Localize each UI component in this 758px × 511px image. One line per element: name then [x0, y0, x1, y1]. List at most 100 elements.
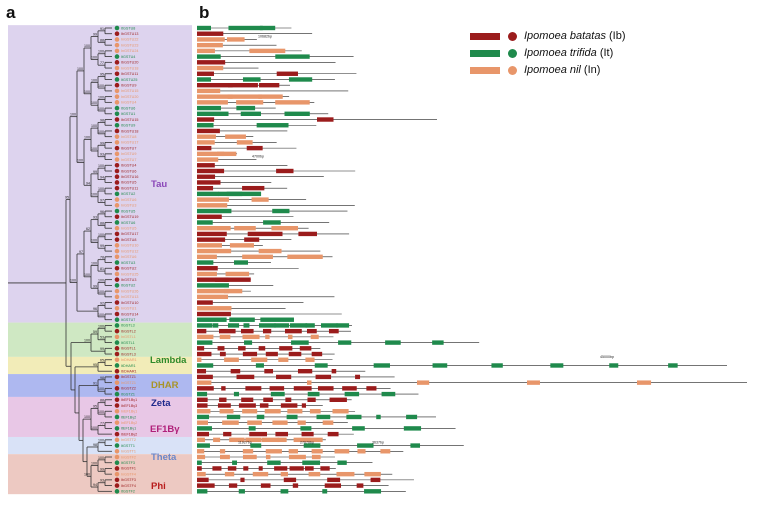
exon-block: [225, 271, 250, 277]
exon-block: [373, 363, 390, 368]
exon-block: [222, 420, 239, 425]
gene-name: InGSTF4: [121, 472, 136, 476]
exon-block: [197, 340, 213, 345]
bootstrap-value: 88: [100, 399, 104, 403]
exon-block: [332, 409, 349, 414]
exon-block: [256, 414, 265, 420]
species-dot: [114, 82, 120, 88]
exon-block: [376, 414, 381, 420]
legend-row-in: Ipomoea nil (In): [470, 62, 626, 78]
exon-block: [276, 374, 292, 380]
bootstrap-value: 100: [91, 261, 97, 265]
species-dot: [114, 317, 120, 323]
exon-block: [240, 111, 261, 116]
species-dot: [114, 100, 120, 105]
bootstrap-value: 100: [98, 410, 104, 414]
gene-name: ItGSTU6: [121, 221, 135, 225]
exon-block: [275, 431, 289, 437]
gene-name: IbGSTU18: [121, 129, 138, 133]
exon-block: [355, 374, 361, 380]
clade-label: Tau: [151, 179, 167, 190]
species-dot: [114, 237, 120, 242]
bootstrap-value: 99: [100, 244, 104, 248]
species-dot: [114, 94, 120, 99]
exon-block: [197, 123, 214, 128]
bootstrap-value: 98: [100, 376, 104, 380]
exon-block: [223, 431, 232, 437]
bootstrap-value: 95: [65, 196, 69, 200]
exon-block: [244, 237, 260, 242]
gene-name: InGSTL1: [121, 335, 136, 339]
exon-block: [242, 351, 258, 357]
bootstrap-value: 88: [100, 221, 104, 225]
exon-block: [242, 449, 254, 454]
species-dot: [114, 111, 120, 117]
intron-length-label: 3637bp: [372, 441, 384, 445]
species-dot: [114, 305, 120, 311]
gene-name: IbGSTU16: [121, 175, 138, 179]
species-dot: [114, 288, 120, 294]
bootstrap-value: 100: [98, 164, 104, 168]
exon-block: [403, 426, 422, 431]
bootstrap-value: 100: [91, 193, 97, 197]
exon-block: [197, 386, 214, 391]
species-dot: [114, 208, 120, 214]
exon-block: [197, 489, 208, 494]
exon-block: [197, 454, 206, 460]
species-dot: [114, 214, 120, 220]
gene-name: ItGSTL3: [121, 324, 135, 328]
exon-block: [280, 471, 288, 477]
exon-block: [301, 403, 306, 408]
exon-block: [228, 25, 263, 31]
gene-name: InGSTZ1: [121, 381, 136, 385]
species-dot: [114, 477, 120, 483]
exon-block: [228, 483, 238, 488]
panel-label-b: b: [199, 3, 210, 22]
exon-block: [197, 403, 208, 408]
bootstrap-value: 65: [100, 359, 104, 363]
species-dot: [114, 128, 120, 134]
exon-block: [241, 397, 254, 402]
bootstrap-value: 100: [70, 279, 76, 283]
species-dot: [114, 60, 120, 65]
species-dot: [114, 397, 120, 403]
exon-block: [265, 334, 270, 340]
exon-block: [197, 203, 228, 208]
exon-block: [212, 323, 219, 328]
species-dot: [114, 37, 120, 42]
exon-block: [197, 288, 230, 294]
exon-block: [197, 334, 214, 340]
bootstrap-value: 96: [100, 210, 104, 214]
exon-block: [300, 426, 312, 431]
bootstrap-value: 100: [91, 426, 97, 430]
gene-name: InGSTU24: [121, 49, 138, 53]
exon-block: [258, 466, 263, 471]
exon-block: [197, 231, 227, 237]
exon-block: [380, 449, 391, 454]
species-dot: [114, 489, 120, 494]
exon-block: [291, 340, 309, 345]
exon-block: [274, 323, 290, 328]
bootstrap-value: 100: [98, 324, 104, 328]
exon-block: [197, 449, 205, 454]
species-dot: [114, 191, 120, 197]
exon-block: [320, 466, 330, 471]
exon-block: [309, 409, 321, 414]
exon-block: [320, 323, 338, 328]
intron-length-label: 10682bp: [258, 34, 272, 38]
exon-block: [226, 414, 241, 420]
exon-block: [197, 254, 217, 259]
exon-block: [293, 386, 312, 391]
exon-block: [275, 54, 310, 59]
exon-block: [410, 443, 421, 448]
exon-block: [259, 83, 280, 88]
clade-band-ef1bγ: [8, 396, 192, 437]
exon-block: [219, 454, 230, 460]
bootstrap-value: 59: [93, 330, 97, 334]
exon-block: [236, 100, 264, 105]
exon-block: [197, 483, 215, 488]
exon-block: [219, 334, 231, 340]
legend-swatch-dot: [508, 65, 517, 75]
exon-block: [311, 449, 323, 454]
bootstrap-value: 91: [100, 27, 104, 31]
